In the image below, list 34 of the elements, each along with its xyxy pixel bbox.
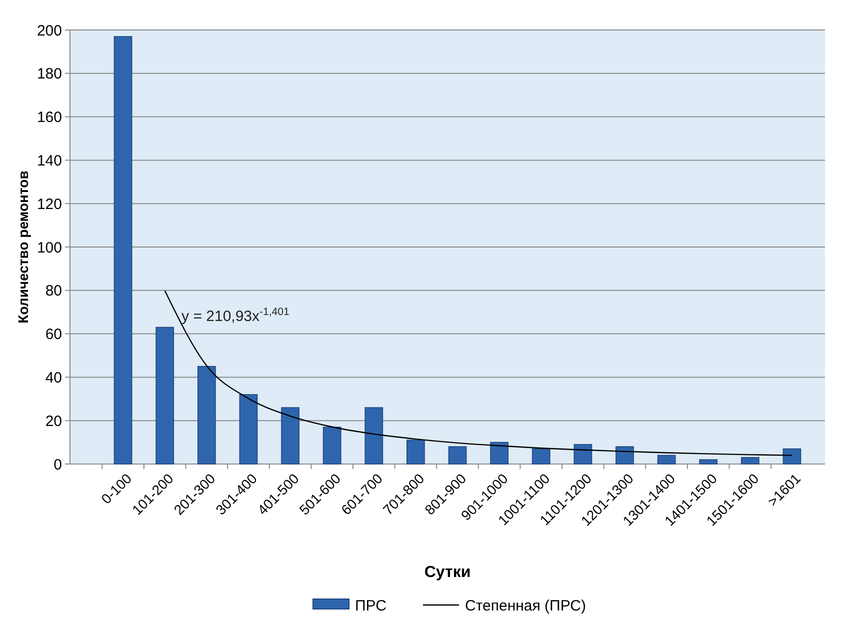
- y-tick-label: 40: [45, 369, 62, 386]
- annotation: y = 210,93x$^{-1,401}$: [182, 306, 290, 325]
- y-tick-label: 180: [36, 66, 62, 83]
- bar: [364, 407, 384, 464]
- y-tick-label: 60: [45, 326, 62, 344]
- bar: [490, 442, 508, 464]
- bar: [322, 426, 342, 464]
- y-tick-label: 0: [54, 456, 62, 474]
- bar: [114, 36, 132, 464]
- bar: [782, 448, 802, 464]
- y-tick-label: 80: [45, 282, 62, 300]
- bar: [740, 457, 760, 464]
- bar: [239, 394, 258, 464]
- y-tick-label: 120: [36, 196, 62, 213]
- bar: [156, 326, 174, 464]
- bar: [281, 407, 300, 464]
- legend-label: Степенная (ПРС): [465, 597, 586, 614]
- y-tick-label: 200: [36, 22, 62, 40]
- y-tick-label: 20: [45, 412, 62, 430]
- y-tick-label: 140: [36, 152, 62, 170]
- bar: [616, 446, 634, 464]
- legend-label: ПРС: [355, 597, 387, 614]
- bar: [197, 366, 216, 464]
- bar: [657, 454, 676, 464]
- bar: [699, 459, 718, 464]
- bar: [532, 448, 550, 464]
- bar: [448, 446, 467, 464]
- y-axis-title: Количество ремонтов: [15, 170, 31, 324]
- bar: [574, 444, 592, 464]
- line-series: [164, 290, 793, 456]
- bar: [406, 440, 425, 464]
- x-axis-title: Сутки: [424, 564, 471, 581]
- y-tick-label: 100: [36, 239, 62, 256]
- y-tick-label: 160: [36, 109, 62, 126]
